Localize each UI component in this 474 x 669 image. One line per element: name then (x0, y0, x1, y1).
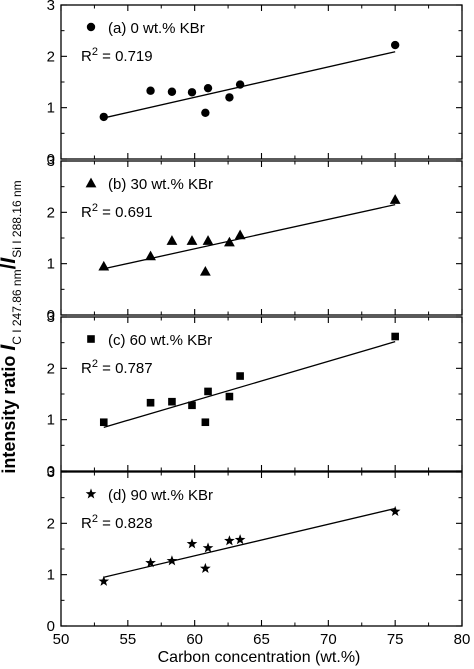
x-tick-label: 55 (119, 631, 136, 648)
legend-marker (86, 22, 96, 32)
data-point (99, 112, 108, 122)
data-point (166, 235, 178, 245)
y-tick-label: 3 (47, 464, 55, 481)
data-point (188, 401, 196, 410)
data-point (187, 88, 197, 97)
data-point (202, 542, 214, 553)
legend-label: (b) 30 wt.% KBr (108, 176, 213, 193)
r-squared-sup: 2 (92, 202, 98, 214)
legend-marker (85, 177, 97, 188)
y-tick-label: 2 (47, 48, 55, 65)
y-tick-label: 1 (47, 256, 55, 273)
data-point (234, 534, 246, 545)
y-tick-label: 1 (47, 567, 55, 584)
x-tick-label: 70 (320, 631, 337, 648)
r-squared-r: R (81, 360, 92, 377)
y-axis-title-sub2: Si I 288.16 nm (10, 180, 24, 257)
data-point (234, 229, 246, 240)
data-point (235, 80, 245, 89)
data-point (98, 260, 110, 271)
data-point (199, 265, 211, 276)
y-tick-label: 0 (47, 151, 55, 168)
data-point (166, 555, 178, 566)
legend-label: (a) 0 wt.% KBr (108, 20, 205, 37)
r-squared-label: R2 = 0.719 (81, 46, 153, 65)
data-point (167, 87, 177, 96)
y-tick-label: 0 (47, 618, 55, 635)
x-tick-label: 65 (253, 631, 270, 648)
y-tick-label: 2 (47, 204, 55, 221)
y-axis-title-i1: I (0, 344, 20, 351)
y-tick-label: 0 (47, 307, 55, 324)
data-point (204, 387, 212, 396)
y-axis-title-sub1: C I 247.86 nm (10, 269, 24, 344)
data-point (186, 538, 198, 549)
y-axis-title-slash: / (0, 263, 20, 269)
r-squared-sup: 2 (92, 358, 98, 370)
y-axis-title: intensity ratio IC I 247.86 nm/ISi I 288… (0, 180, 24, 473)
r-squared-r: R (81, 48, 92, 65)
legend-marker (87, 335, 95, 343)
x-tick-label: 80 (454, 631, 471, 648)
data-point (224, 236, 235, 247)
data-point (224, 535, 235, 546)
r-squared-label: R2 = 0.787 (81, 358, 153, 377)
r-squared-label: R2 = 0.828 (81, 513, 153, 532)
data-point (389, 505, 401, 517)
data-point (145, 557, 156, 568)
y-tick-label: 3 (47, 309, 55, 326)
data-point (200, 562, 211, 574)
x-tick-label: 60 (186, 631, 203, 648)
data-point (390, 40, 400, 50)
data-point (391, 332, 399, 341)
r-squared-value: = 0.719 (98, 48, 153, 65)
legend-label: (d) 90 wt.% KBr (108, 487, 213, 504)
x-tick-label: 75 (387, 631, 404, 648)
data-point (186, 235, 198, 245)
data-point (201, 108, 210, 118)
legend-label: (c) 60 wt.% KBr (108, 332, 212, 349)
y-tick-label: 2 (47, 360, 55, 377)
r-squared-value: = 0.787 (98, 360, 153, 377)
legend-marker (85, 488, 97, 499)
r-squared-sup: 2 (92, 46, 98, 58)
data-point (225, 93, 234, 102)
data-point (98, 575, 110, 586)
x-axis-title: Carbon concentration (wt.%) (158, 649, 361, 666)
r-squared-sup: 2 (92, 513, 98, 525)
y-tick-label: 0 (47, 463, 55, 480)
data-point (203, 83, 213, 93)
y-tick-label: 1 (47, 412, 55, 429)
r-squared-value: = 0.691 (98, 204, 153, 221)
r-squared-r: R (81, 515, 92, 532)
data-point (146, 86, 155, 95)
fit-line (103, 51, 396, 119)
x-tick-label: 50 (53, 631, 70, 648)
r-squared-r: R (81, 204, 92, 221)
data-point (236, 372, 244, 380)
y-tick-label: 3 (47, 153, 55, 170)
y-tick-label: 2 (47, 515, 55, 532)
y-tick-label: 3 (47, 0, 55, 14)
fit-line (103, 341, 396, 428)
r-squared-value: = 0.828 (98, 515, 153, 532)
data-point (145, 250, 156, 261)
r-squared-label: R2 = 0.691 (81, 202, 153, 221)
data-point (168, 397, 176, 406)
y-axis-title-i2: I (0, 257, 20, 264)
data-point (225, 392, 234, 401)
data-point (99, 418, 108, 427)
data-point (201, 418, 210, 427)
data-point (146, 398, 155, 407)
y-axis-title-prefix: intensity ratio (0, 351, 19, 474)
y-tick-label: 1 (47, 100, 55, 117)
data-point (202, 235, 214, 245)
data-point (389, 194, 401, 204)
